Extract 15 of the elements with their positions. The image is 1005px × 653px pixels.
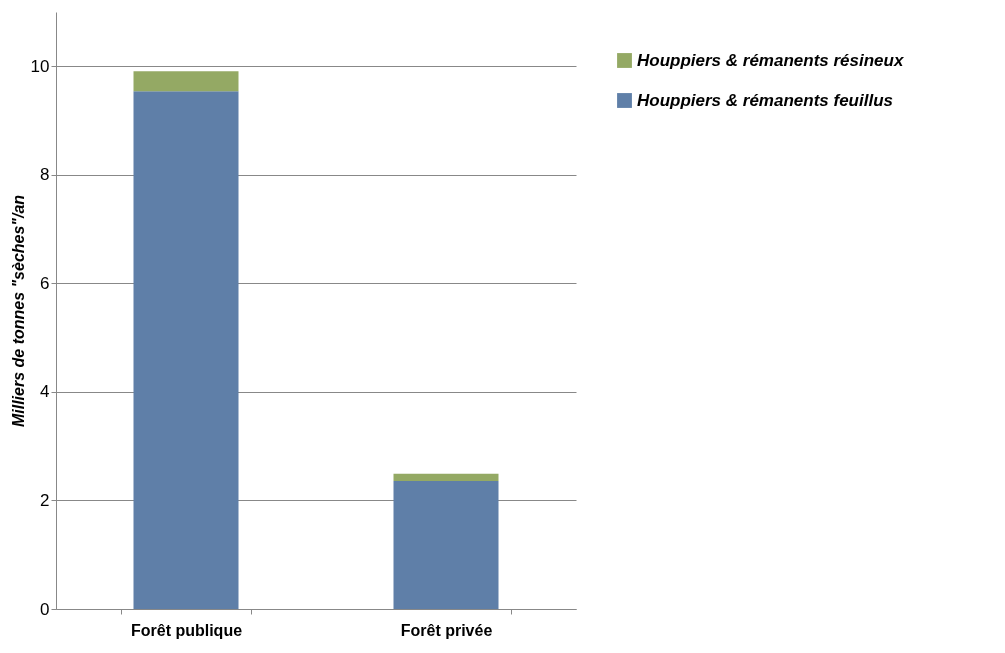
y-tick-label: 10	[30, 56, 50, 76]
x-tick-label: Forêt publique	[130, 621, 243, 639]
y-tick-label: 0	[40, 599, 50, 619]
y-axis-title: Milliers de tonnes "sèches"/an	[9, 194, 27, 428]
legend-label: Houppiers & rémanents feuillus	[637, 90, 893, 110]
bar	[133, 71, 239, 92]
legend-label: Houppiers & rémanents résineux	[637, 50, 905, 70]
y-tick-label: 2	[40, 490, 50, 510]
x-tick-label: Forêt privée	[400, 621, 493, 639]
bar	[393, 473, 499, 481]
bar	[133, 91, 239, 609]
y-tick-label: 4	[40, 382, 50, 402]
y-tick-label: 6	[40, 273, 50, 293]
bar	[393, 480, 499, 609]
y-tick-label: 8	[40, 165, 50, 185]
